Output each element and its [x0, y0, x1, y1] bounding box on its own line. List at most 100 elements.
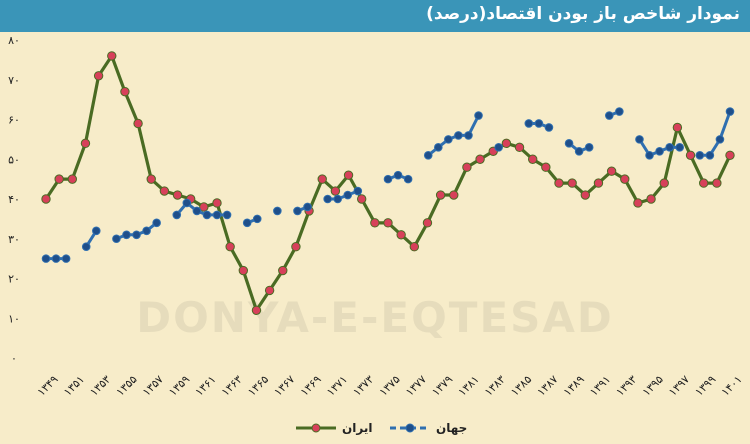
data-point-world [222, 210, 232, 220]
data-point-iran [475, 154, 485, 164]
data-point-iran [343, 170, 354, 180]
data-point-world [182, 198, 192, 208]
data-point-world [635, 135, 644, 144]
x-tick-label: ۱۳۸۵ [508, 373, 534, 399]
data-point-world [333, 194, 343, 204]
data-point-iran [146, 174, 156, 184]
x-tick-label: ۱۴۰۱ [719, 373, 745, 399]
data-point-world [494, 143, 503, 152]
data-point-iran [212, 198, 222, 208]
data-point-world [81, 242, 91, 251]
data-point-world [212, 210, 222, 220]
legend-label-world: جهان [436, 421, 467, 435]
data-point-world [152, 218, 161, 228]
data-point-world [615, 107, 624, 116]
x-tick-label: ۱۳۵۷ [140, 373, 166, 399]
data-point-world [675, 143, 685, 152]
x-tick-label: ۱۳۵۱ [61, 373, 87, 399]
y-tick-label: ۰ [11, 352, 17, 365]
data-point-iran [620, 174, 630, 184]
legend-marker-world [405, 423, 415, 433]
data-point-iran [567, 178, 577, 188]
y-tick-label: ۳۰ [8, 233, 20, 246]
data-point-iran [264, 285, 275, 296]
title-bar: نمودار شاخص باز بودن اقتصاد(درصد) [0, 0, 750, 32]
y-tick-label: ۵۰ [8, 153, 20, 166]
data-point-iran [317, 174, 327, 184]
data-point-world [343, 190, 353, 200]
data-point-world [303, 202, 312, 212]
data-point-iran [370, 218, 380, 228]
data-point-world [61, 254, 71, 263]
chart-title: نمودار شاخص باز بودن اقتصاد(درصد) [426, 4, 740, 24]
x-tick-label: ۱۳۸۷ [535, 373, 561, 399]
data-point-iran [501, 138, 512, 149]
x-tick-label: ۱۳۹۱ [587, 373, 613, 399]
data-point-world [423, 150, 433, 160]
data-point-world [544, 123, 554, 132]
x-tick-label: ۱۳۷۹ [429, 373, 455, 399]
x-tick-label: ۱۳۶۵ [245, 373, 271, 399]
data-point-world [192, 206, 202, 216]
data-point-iran [107, 51, 117, 61]
data-point-iran [659, 178, 669, 188]
x-tick-label: ۱۳۹۳ [614, 373, 640, 399]
data-point-world [645, 150, 654, 160]
data-point-iran [580, 190, 591, 200]
x-tick-label: ۱۳۶۹ [298, 373, 324, 399]
data-point-world [524, 119, 534, 128]
data-point-world [273, 206, 282, 216]
data-point-iran [514, 142, 525, 153]
x-tick-label: ۱۳۶۱ [193, 373, 219, 399]
data-point-world [202, 210, 212, 220]
y-tick-label: ۱۰ [8, 312, 20, 325]
series-line-world [327, 189, 359, 201]
data-point-iran [554, 178, 564, 188]
data-point-iran [606, 166, 617, 176]
y-tick-label: ۴۰ [8, 193, 20, 206]
data-point-iran [725, 150, 735, 160]
data-point-world [393, 170, 403, 180]
data-point-iran [541, 162, 551, 172]
x-tick-label: ۱۳۷۱ [324, 373, 350, 399]
y-tick-label: ۷۰ [8, 74, 20, 87]
data-point-iran [80, 138, 91, 149]
data-point-iran [685, 150, 696, 160]
data-point-iran [133, 118, 143, 129]
data-point-iran [422, 218, 433, 228]
data-point-iran [225, 242, 235, 252]
data-point-world [665, 143, 674, 152]
data-point-world [564, 139, 574, 148]
data-point-world [574, 147, 584, 156]
data-point-iran [527, 154, 538, 164]
data-point-world [695, 150, 705, 160]
data-point-world [584, 143, 594, 152]
data-point-world [252, 214, 262, 224]
data-point-iran [67, 174, 78, 184]
legend-label-iran: ایران [342, 421, 372, 435]
data-point-world [725, 107, 735, 116]
data-point-iran [172, 190, 183, 200]
watermark: DONYA-E-EQTESAD [136, 293, 614, 342]
data-point-iran [449, 190, 459, 200]
data-point-iran [462, 162, 472, 172]
data-point-world [444, 135, 453, 144]
x-tick-label: ۱۳۹۹ [693, 373, 719, 399]
data-point-world [112, 234, 121, 244]
data-point-iran [633, 198, 643, 208]
data-point-iran [199, 202, 209, 212]
legend-marker-iran [311, 423, 321, 433]
data-point-world [242, 218, 252, 228]
data-point-iran [41, 194, 51, 204]
line-chart: DONYA-E-EQTESAD ۰ ۱۰ ۲۰ ۳۰ ۴۰ ۵۰ ۶۰ ۷۰ ۸۰ ۱۳۴۹ ۱۳۵۱… [8, 34, 745, 435]
data-point-iran [409, 242, 420, 252]
y-tick-label: ۶۰ [8, 114, 20, 127]
x-tick-label: ۱۳۸۹ [561, 373, 587, 399]
data-point-iran [278, 265, 288, 276]
data-point-world [91, 226, 101, 236]
data-point-iran [159, 186, 170, 196]
y-tick-label: ۸۰ [8, 34, 20, 47]
data-point-iran [383, 218, 393, 228]
data-point-world [132, 230, 141, 240]
